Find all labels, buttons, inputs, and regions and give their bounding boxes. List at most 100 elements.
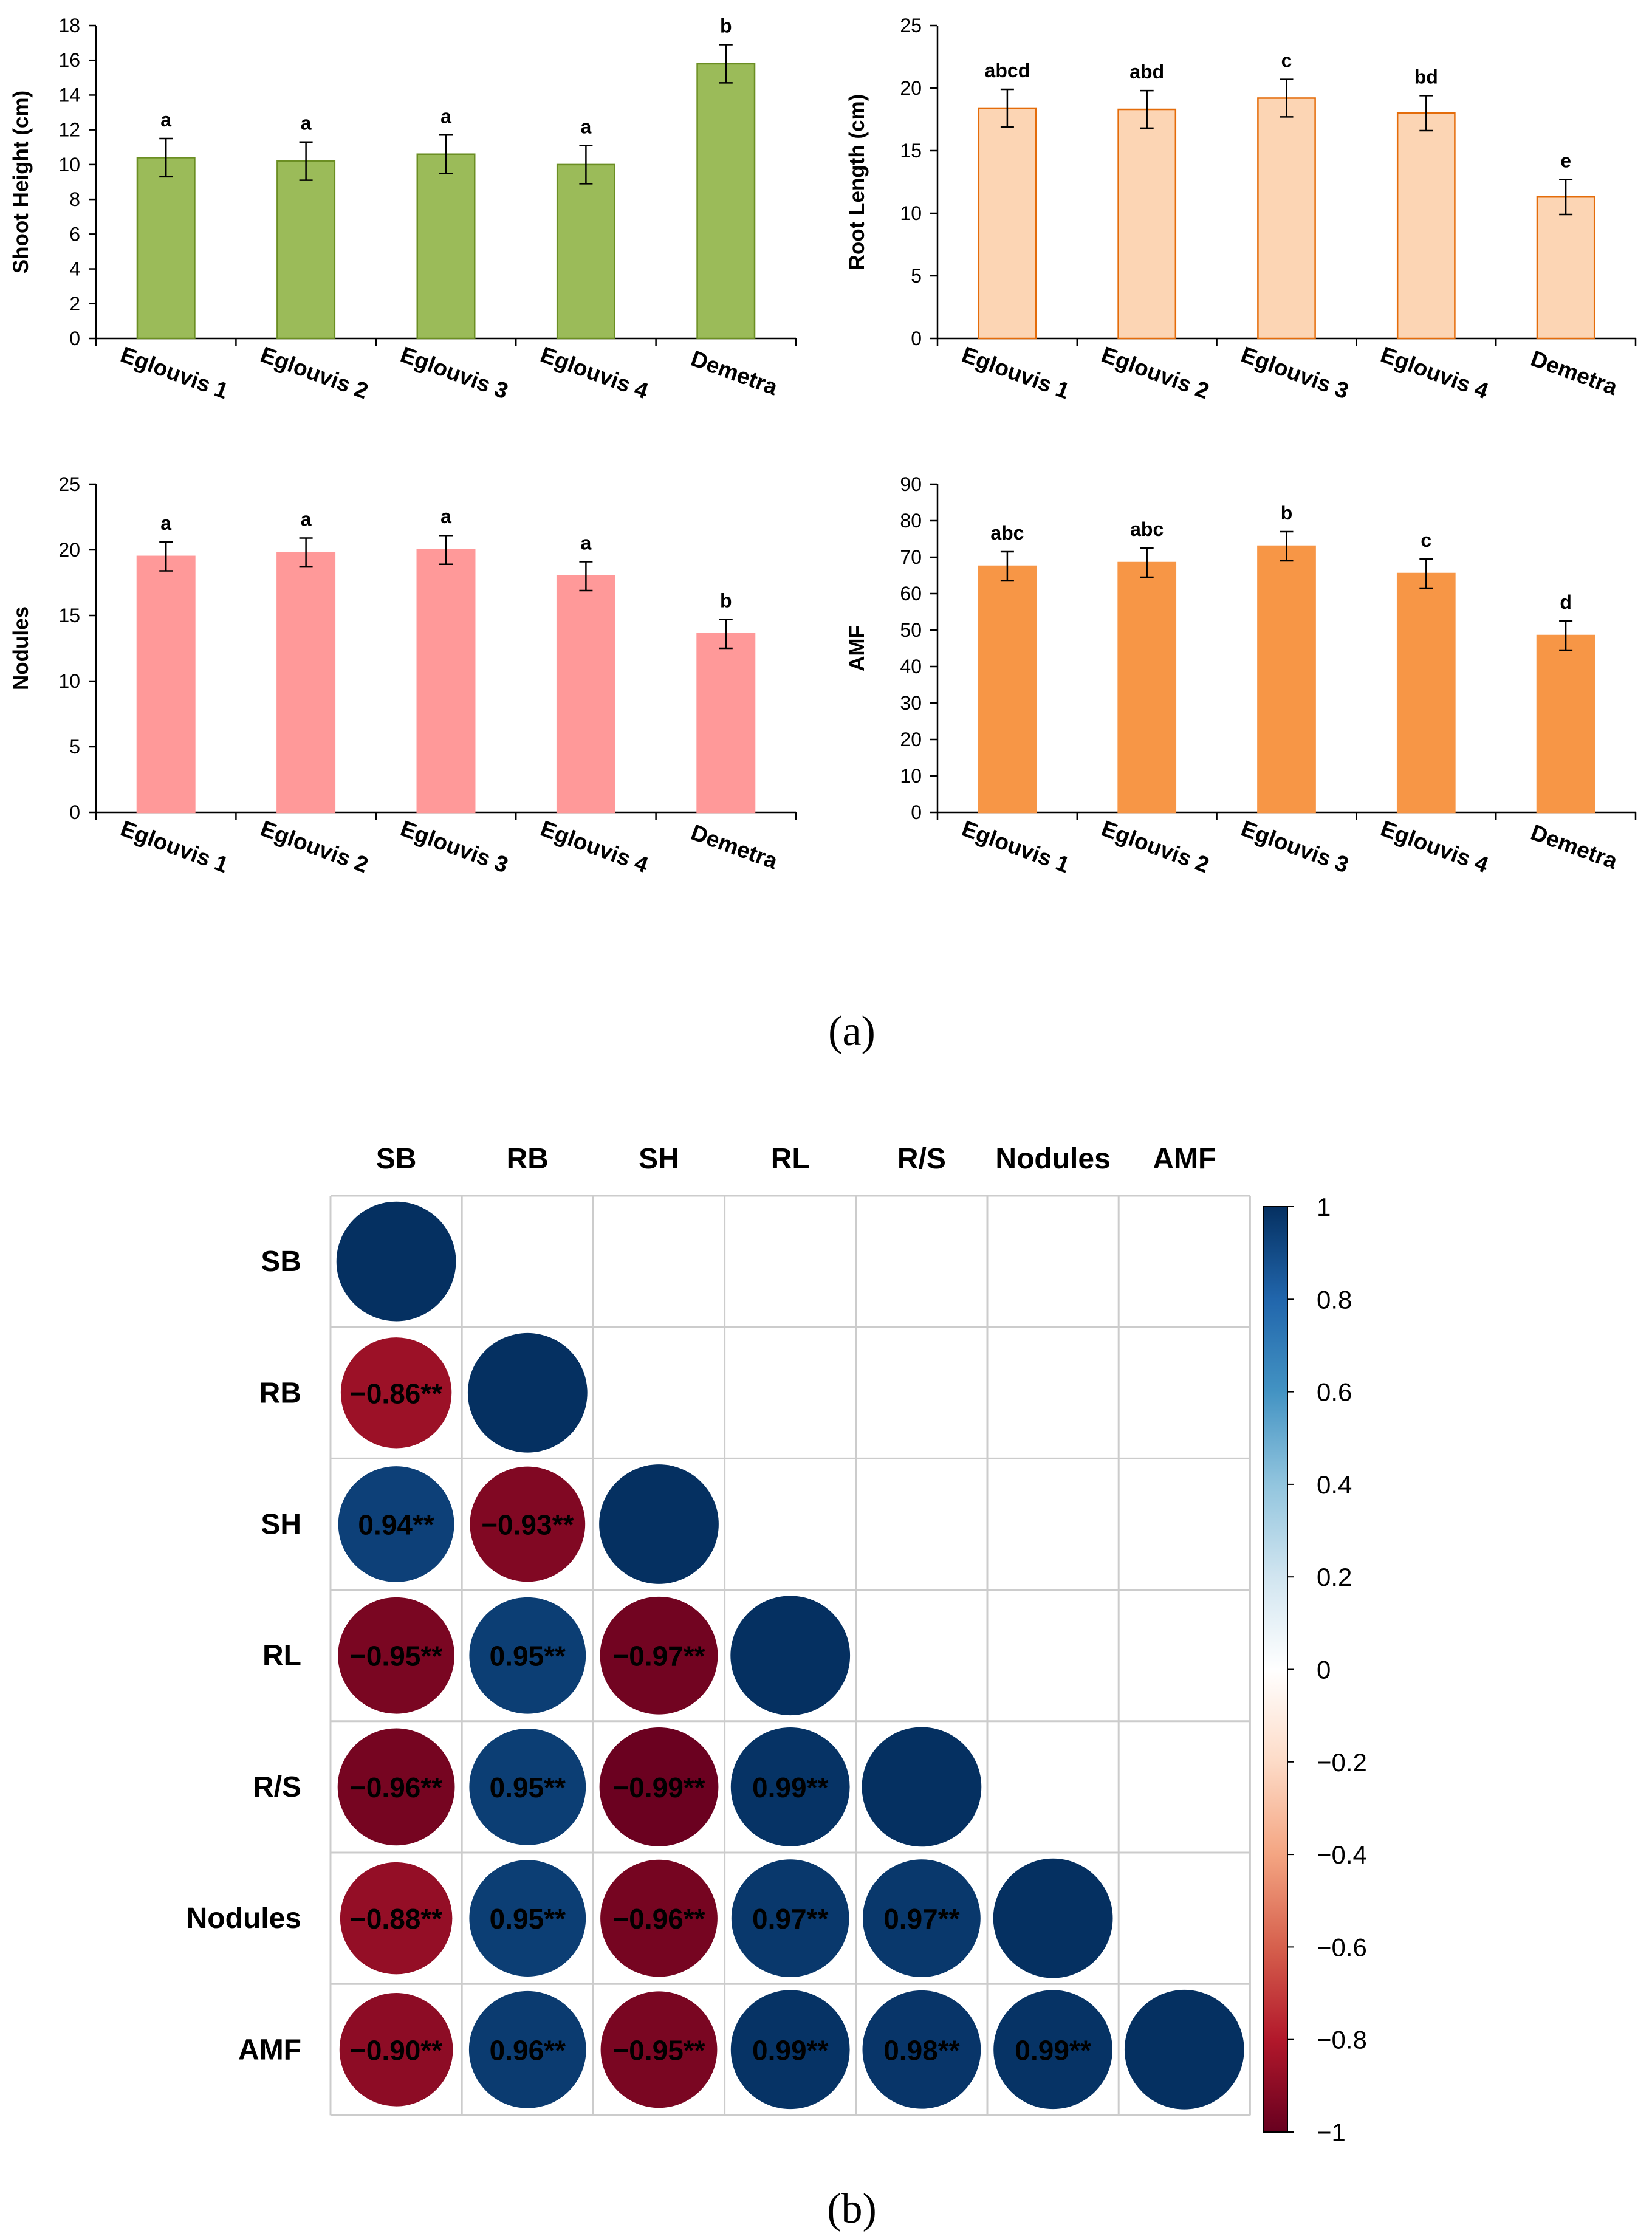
significance-letter: a <box>160 109 171 131</box>
x-tick-label: Eglouvis 2 <box>257 816 371 878</box>
y-tick-label: 8 <box>69 188 80 210</box>
correlation-value: 0.99** <box>752 1772 828 1803</box>
correlation-circle <box>600 1991 718 2108</box>
colorbar-tick-label: 0.2 <box>1317 1563 1352 1591</box>
correlation-circle <box>337 1728 455 1846</box>
significance-letter: abc <box>1130 518 1164 540</box>
correlation-circle <box>600 1596 718 1715</box>
x-tick-label: Eglouvis 2 <box>1098 816 1213 878</box>
colorbar-tick-label: −1 <box>1317 2118 1346 2147</box>
column-label: R/S <box>897 1143 946 1175</box>
row-label: Nodules <box>187 1902 301 1935</box>
shoot-height-chart: 0 2 4 6 8 10 12 14 16 18 Shoot Height (cm) a Eglouvi… <box>9 15 797 404</box>
correlation-value: 0.97** <box>752 1903 828 1935</box>
correlation-circle <box>730 1596 851 1716</box>
bar <box>1536 634 1595 814</box>
colorbar <box>1263 1206 1288 2133</box>
correlation-circle <box>470 1466 586 1582</box>
x-tick-label: Demetra <box>688 820 781 874</box>
y-tick-label: 15 <box>58 605 80 626</box>
x-tick-label: Eglouvis 3 <box>1238 342 1352 404</box>
bar <box>696 633 756 814</box>
bar <box>276 552 336 814</box>
correlation-circle <box>600 1859 718 1977</box>
correlation-circle <box>469 1860 586 1977</box>
y-tick-label: 18 <box>58 15 80 36</box>
significance-letter: abc <box>990 522 1024 544</box>
panel-a-label: (a) <box>828 1008 876 1055</box>
x-tick-label: Eglouvis 3 <box>397 342 512 404</box>
correlation-circle <box>993 1858 1113 1978</box>
correlation-value: 0.99** <box>1015 2034 1091 2066</box>
correlation-circle <box>340 1862 453 1975</box>
bar <box>696 63 756 340</box>
correlation-circle <box>863 1859 981 1977</box>
colorbar-tick-label: −0.2 <box>1317 1748 1367 1777</box>
row-label: RB <box>259 1377 301 1409</box>
correlation-value: 0.96** <box>490 2034 566 2066</box>
correlation-plot: SB SB RB RB SH SH RL RL R/S R/S Nodules Nodules AMF A… <box>187 1143 1367 2147</box>
y-tick-label: 40 <box>900 656 922 677</box>
y-tick-label: 16 <box>58 49 80 71</box>
bar <box>416 549 476 814</box>
correlation-circle <box>599 1727 719 1846</box>
row-label: RL <box>262 1640 301 1672</box>
x-tick-label: Eglouvis 4 <box>1377 816 1492 878</box>
bar <box>136 157 196 340</box>
column-label: RL <box>771 1143 810 1175</box>
correlation-value: −0.90** <box>350 2034 442 2066</box>
x-tick-label: Eglouvis 3 <box>397 816 512 878</box>
y-tick-label: 20 <box>900 77 922 99</box>
x-tick-label: Eglouvis 1 <box>959 816 1073 878</box>
correlation-value: 0.95** <box>490 1903 566 1935</box>
significance-letter: b <box>1281 502 1293 524</box>
bar <box>1396 112 1456 340</box>
colorbar-tick-label: −0.4 <box>1317 1840 1367 1869</box>
y-tick-label: 6 <box>69 223 80 245</box>
row-label: R/S <box>253 1771 301 1803</box>
colorbar-tick-label: 0.8 <box>1317 1285 1352 1314</box>
significance-letter: c <box>1281 50 1292 72</box>
x-tick-label: Eglouvis 2 <box>257 342 371 404</box>
significance-letter: b <box>720 589 732 611</box>
nodules-chart: 0 5 10 15 20 25 Nodules a Eglouvis 1 a Eglouvis 2 a… <box>9 473 797 878</box>
y-tick-label: 70 <box>900 546 922 568</box>
bar <box>416 153 476 340</box>
y-tick-label: 5 <box>911 265 922 287</box>
correlation-value: 0.95** <box>490 1641 566 1672</box>
column-label: AMF <box>1153 1143 1216 1175</box>
colorbar-tick-label: 1 <box>1317 1193 1331 1221</box>
significance-letter: a <box>160 512 171 534</box>
y-tick-label: 30 <box>900 692 922 714</box>
correlation-value: −0.96** <box>350 1772 442 1803</box>
bar <box>978 107 1037 340</box>
x-tick-label: Eglouvis 1 <box>959 342 1073 404</box>
correlation-circle <box>731 1859 849 1977</box>
y-tick-label: 4 <box>69 258 80 280</box>
correlation-value: −0.97** <box>612 1641 705 1672</box>
bar <box>136 555 196 814</box>
bar <box>556 575 615 814</box>
correlation-value: 0.94** <box>358 1509 434 1541</box>
root-length-chart: 0 5 10 15 20 25 Root Length (cm) abcd Eglouvis 1… <box>845 15 1637 404</box>
significance-letter: a <box>581 532 592 554</box>
bar <box>1257 545 1316 814</box>
correlation-circle <box>599 1464 719 1584</box>
correlation-circle <box>469 1729 586 1845</box>
y-tick-label: 90 <box>900 473 922 495</box>
column-label: Nodules <box>995 1143 1110 1175</box>
correlation-circle <box>339 1992 453 2107</box>
bar <box>1536 196 1595 340</box>
y-tick-label: 25 <box>58 473 80 495</box>
bar <box>1396 572 1456 814</box>
y-tick-label: 0 <box>69 327 80 349</box>
y-tick-label: 0 <box>911 327 922 349</box>
x-tick-label: Demetra <box>688 346 781 400</box>
bar <box>1117 561 1177 814</box>
y-tick-label: 0 <box>911 801 922 823</box>
significance-letter: d <box>1560 591 1572 613</box>
x-tick-label: Eglouvis 2 <box>1098 342 1213 404</box>
correlation-circle <box>338 1597 454 1714</box>
significance-letter: a <box>440 105 451 127</box>
